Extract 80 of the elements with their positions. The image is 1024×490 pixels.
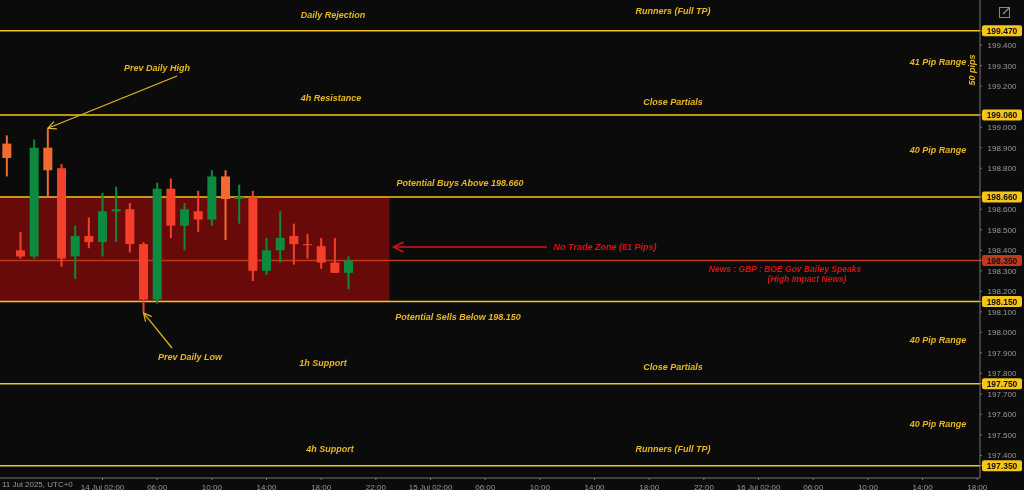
- annotation: Potential Buys Above 198.660: [396, 178, 524, 188]
- y-tick-label: 197.500: [987, 430, 1018, 440]
- x-tick-label: 10:00: [201, 483, 223, 490]
- candlestick: [43, 128, 53, 198]
- candlestick: [2, 134, 12, 178]
- annotation: 4h Support: [305, 444, 355, 454]
- x-tick-label: 14:00: [256, 483, 278, 490]
- x-tick-label: 06:00: [475, 483, 496, 490]
- y-tick-label: 197.400: [987, 451, 1018, 461]
- y-tick-label: 198.200: [987, 287, 1018, 297]
- x-tick-label: 10:00: [529, 483, 551, 490]
- annotation: 40 Pip Range: [908, 335, 967, 345]
- x-tick-label: 15 Jul 02:00: [408, 483, 453, 490]
- y-tick-label: 198.500: [987, 225, 1018, 235]
- y-tick-label: 197.750: [986, 379, 1018, 390]
- annotation: Daily Rejection: [300, 10, 366, 20]
- annotation: Close Partials: [643, 97, 703, 107]
- y-tick-label: 199.200: [987, 82, 1018, 92]
- x-tick-label: 10:00: [857, 483, 879, 490]
- annotation: Prev Daily Low: [157, 352, 224, 362]
- ref-line-label: News : GBP : BOE Gov Bailey Speaks (High Impact News): [708, 263, 862, 284]
- candlestick: [70, 224, 80, 280]
- y-tick-label: 198.400: [987, 246, 1018, 256]
- y-tick-label: 198.600: [987, 205, 1018, 215]
- annotation: Runners (Full TP): [635, 6, 711, 16]
- candlestick: [111, 185, 121, 244]
- y-tick-label: 198.900: [987, 143, 1018, 153]
- x-tick-label: 18:00: [639, 483, 660, 490]
- candlestick: [234, 183, 244, 225]
- y-tick-label: 199.060: [986, 110, 1018, 121]
- annotation: 40 Pip Range: [908, 419, 967, 429]
- y-tick-label: 198.100: [987, 307, 1018, 317]
- x-tick-label: 14 Jul 02:00: [80, 483, 125, 490]
- candlestick: [289, 222, 299, 266]
- annotation: 4h Resistance: [299, 93, 362, 103]
- y-tick-label: 199.400: [987, 41, 1018, 51]
- y-tick-label: 198.000: [987, 328, 1018, 338]
- annotation: 41 Pip Range: [908, 57, 967, 67]
- x-tick-label: 22:00: [693, 483, 715, 490]
- x-tick-label: 14:00: [912, 483, 934, 490]
- annotation: Prev Daily High: [123, 63, 191, 73]
- annotation: Potential Sells Below 198.150: [395, 312, 521, 322]
- x-tick-label: 14:00: [584, 483, 606, 490]
- y-tick-label: 199.470: [986, 26, 1018, 37]
- candlestick: [262, 236, 272, 276]
- x-tick-label: 22:00: [365, 483, 387, 490]
- y-tick-label: 199.000: [987, 123, 1018, 133]
- y-tick-label: 197.700: [987, 389, 1018, 399]
- text: 11 Jul 2025, UTC+0: [2, 480, 74, 489]
- candlestick: [275, 210, 285, 264]
- y-tick-label: 197.350: [986, 461, 1018, 472]
- y-tick-label: 198.300: [987, 266, 1018, 276]
- x-tick-label: 18:00: [311, 483, 332, 490]
- y-tick-label: 197.600: [987, 410, 1018, 420]
- candlestick: [193, 189, 203, 233]
- y-tick-label: 198.350: [986, 256, 1018, 267]
- candlestick: [16, 230, 25, 260]
- annotation: Close Partials: [643, 362, 703, 372]
- x-tick-label: 06:00: [147, 483, 168, 490]
- x-tick-label: 06:00: [803, 483, 824, 490]
- candlestick: [221, 169, 231, 242]
- candlestick: [303, 232, 313, 260]
- y-tick-label: 198.800: [987, 164, 1018, 174]
- candlestick: [84, 216, 94, 250]
- candlestick: [316, 236, 326, 270]
- annotation: No Trade Zone (51 Pips): [553, 242, 657, 252]
- y-tick-label: 198.660: [986, 192, 1018, 203]
- annotation: Runners (Full TP): [635, 444, 711, 454]
- y-tick-label: 199.300: [987, 61, 1018, 71]
- y-tick-label: 197.900: [987, 348, 1018, 358]
- y-tick-label: 198.150: [986, 297, 1018, 308]
- x-tick-label: 16 Jul 02:00: [736, 483, 781, 490]
- x-tick-label: 18:00: [967, 483, 988, 490]
- annotation: 50 pips: [967, 54, 977, 86]
- y-tick-label: 197.800: [987, 369, 1018, 379]
- annotation: 40 Pip Range: [908, 145, 967, 155]
- annotation: 1h Support: [299, 358, 348, 368]
- candlestick: [180, 202, 190, 252]
- candlestick: [344, 255, 354, 291]
- candlestick: [330, 236, 340, 274]
